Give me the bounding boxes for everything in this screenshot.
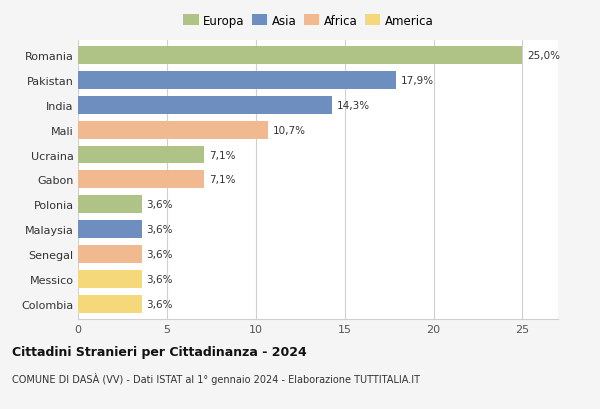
Bar	[78, 97, 332, 115]
Bar	[78, 270, 142, 288]
Bar	[78, 121, 268, 139]
Text: 25,0%: 25,0%	[527, 51, 560, 61]
Text: 10,7%: 10,7%	[272, 125, 305, 135]
Legend: Europa, Asia, Africa, America: Europa, Asia, Africa, America	[179, 10, 438, 32]
Text: 3,6%: 3,6%	[146, 299, 173, 309]
Text: 3,6%: 3,6%	[146, 200, 173, 210]
Text: Cittadini Stranieri per Cittadinanza - 2024: Cittadini Stranieri per Cittadinanza - 2…	[12, 346, 307, 359]
Bar	[78, 295, 142, 313]
Text: COMUNE DI DASÀ (VV) - Dati ISTAT al 1° gennaio 2024 - Elaborazione TUTTITALIA.IT: COMUNE DI DASÀ (VV) - Dati ISTAT al 1° g…	[12, 372, 420, 384]
Bar	[78, 245, 142, 263]
Bar	[78, 146, 204, 164]
Bar	[78, 72, 396, 90]
Text: 17,9%: 17,9%	[401, 76, 434, 85]
Text: 3,6%: 3,6%	[146, 249, 173, 259]
Text: 14,3%: 14,3%	[337, 101, 370, 110]
Bar	[78, 171, 204, 189]
Bar	[78, 47, 523, 65]
Text: 3,6%: 3,6%	[146, 274, 173, 284]
Bar	[78, 221, 142, 238]
Text: 7,1%: 7,1%	[209, 175, 235, 185]
Text: 7,1%: 7,1%	[209, 150, 235, 160]
Bar	[78, 196, 142, 214]
Text: 3,6%: 3,6%	[146, 225, 173, 235]
